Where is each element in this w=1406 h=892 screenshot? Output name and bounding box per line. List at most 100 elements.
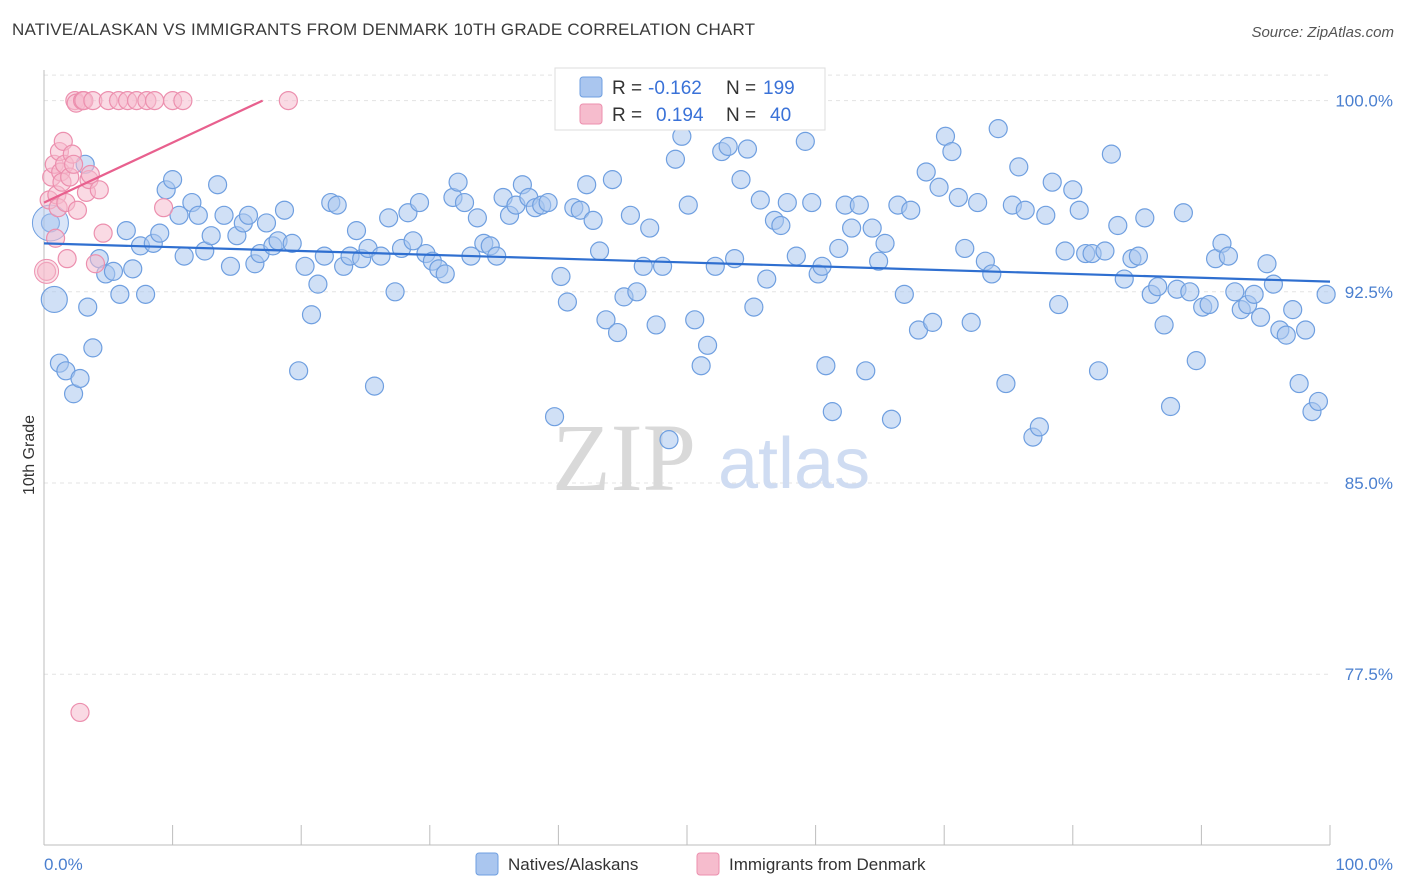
natives-point-155 bbox=[1049, 294, 1069, 315]
natives-point-126 bbox=[856, 361, 876, 381]
natives-point-147 bbox=[996, 373, 1016, 394]
natives-point-86 bbox=[589, 241, 610, 261]
natives-point-28 bbox=[220, 256, 241, 276]
natives-point-83 bbox=[570, 200, 590, 220]
natives-point-19 bbox=[163, 170, 183, 190]
x-tick-label-end: 100.0% bbox=[1335, 855, 1393, 874]
natives-point-182 bbox=[1225, 282, 1245, 302]
natives-point-157 bbox=[1063, 180, 1083, 200]
natives-point-140 bbox=[948, 187, 968, 208]
natives-point-108 bbox=[731, 170, 751, 190]
natives-point-111 bbox=[750, 190, 770, 210]
natives-point-165 bbox=[1114, 269, 1134, 289]
x-tick-labels: 0.0% 100.0% bbox=[44, 855, 1393, 874]
stats-legend: R = -0.162 N = 199 R = 0.194 N = 40 bbox=[554, 67, 826, 131]
natives-point-94 bbox=[640, 218, 660, 238]
watermark-atlas: atlas bbox=[718, 424, 870, 504]
natives-point-141 bbox=[955, 238, 975, 259]
natives-point-5 bbox=[70, 368, 90, 389]
natives-point-41 bbox=[301, 305, 322, 325]
natives-point-34 bbox=[256, 213, 277, 233]
natives-point-181 bbox=[1218, 246, 1239, 266]
denmark-point-38 bbox=[278, 90, 298, 111]
natives-point-103 bbox=[697, 335, 718, 355]
natives-point-80 bbox=[551, 266, 571, 287]
natives-point-23 bbox=[188, 205, 208, 225]
natives-point-12 bbox=[116, 221, 136, 241]
natives-point-45 bbox=[327, 195, 347, 215]
natives-point-195 bbox=[1308, 391, 1329, 412]
legend-label-denmark: Immigrants from Denmark bbox=[729, 855, 926, 874]
natives-point-39 bbox=[289, 361, 309, 381]
denmark-point-28 bbox=[89, 180, 109, 200]
natives-point-57 bbox=[403, 231, 423, 251]
natives-point-20 bbox=[169, 205, 189, 225]
bottom-legend: Natives/Alaskans Immigrants from Denmark bbox=[475, 852, 926, 876]
y-tick-label-1: 92.5% bbox=[1345, 283, 1393, 302]
natives-point-170 bbox=[1148, 277, 1168, 297]
source-label: Source: ZipAtlas.com bbox=[1251, 24, 1394, 41]
natives-point-161 bbox=[1088, 361, 1109, 381]
natives-point-168 bbox=[1135, 208, 1155, 228]
natives-point-187 bbox=[1257, 254, 1277, 274]
natives-point-54 bbox=[385, 282, 405, 302]
natives-point-118 bbox=[802, 192, 822, 213]
natives-point-102 bbox=[691, 356, 711, 376]
natives-point-92 bbox=[627, 282, 647, 302]
watermark: ZIP atlas bbox=[552, 404, 870, 511]
natives-point-15 bbox=[135, 284, 156, 304]
natives-point-79 bbox=[544, 407, 565, 427]
natives-point-156 bbox=[1055, 241, 1075, 261]
natives-point-40 bbox=[295, 256, 315, 276]
denmark-point-16 bbox=[63, 154, 84, 174]
denmark-point-27 bbox=[85, 254, 106, 274]
natives-point-122 bbox=[829, 238, 849, 259]
natives-point-81 bbox=[557, 292, 578, 312]
natives-point-124 bbox=[842, 218, 862, 238]
natives-point-114 bbox=[771, 215, 791, 236]
natives-point-117 bbox=[795, 131, 815, 151]
denmark-point-29 bbox=[93, 223, 113, 243]
natives-point-97 bbox=[659, 430, 679, 450]
stats-r-label-2: R = bbox=[612, 105, 642, 126]
natives-point-64 bbox=[448, 172, 468, 192]
series-natives-alaskans bbox=[31, 119, 1336, 450]
natives-point-43 bbox=[314, 246, 334, 266]
natives-point-137 bbox=[929, 177, 949, 197]
natives-point-109 bbox=[737, 139, 758, 159]
natives-point-116 bbox=[786, 246, 806, 266]
natives-point-10 bbox=[103, 261, 124, 281]
natives-point-185 bbox=[1244, 284, 1264, 304]
natives-point-106 bbox=[718, 136, 738, 157]
natives-point-88 bbox=[602, 170, 623, 190]
natives-point-176 bbox=[1186, 351, 1206, 371]
natives-point-115 bbox=[777, 192, 797, 213]
natives-point-95 bbox=[646, 315, 666, 335]
y-axis-label: 10th Grade bbox=[21, 415, 38, 495]
trend-line-denmark bbox=[43, 99, 264, 204]
trend-lines bbox=[43, 99, 1331, 283]
natives-point-153 bbox=[1036, 205, 1056, 225]
natives-point-84 bbox=[577, 175, 597, 195]
natives-point-167 bbox=[1128, 246, 1148, 266]
natives-point-100 bbox=[678, 195, 698, 215]
natives-point-121 bbox=[822, 402, 842, 422]
natives-point-58 bbox=[409, 192, 430, 213]
natives-point-52 bbox=[371, 246, 391, 266]
natives-point-132 bbox=[894, 284, 914, 304]
legend-swatch-natives bbox=[475, 852, 499, 876]
natives-point-37 bbox=[274, 200, 295, 220]
legend-label-natives: Natives/Alaskans bbox=[508, 855, 638, 874]
natives-point-11 bbox=[110, 284, 130, 304]
natives-point-192 bbox=[1289, 373, 1309, 394]
natives-point-162 bbox=[1095, 241, 1115, 261]
natives-point-91 bbox=[620, 205, 641, 225]
natives-point-150 bbox=[1015, 200, 1035, 220]
trend-line-natives bbox=[43, 242, 1331, 283]
natives-point-62 bbox=[435, 264, 455, 284]
natives-point-128 bbox=[869, 251, 889, 271]
natives-point-143 bbox=[968, 192, 988, 213]
natives-point-67 bbox=[467, 208, 487, 228]
series-immigrants-denmark bbox=[34, 90, 298, 723]
natives-point-65 bbox=[454, 192, 475, 213]
